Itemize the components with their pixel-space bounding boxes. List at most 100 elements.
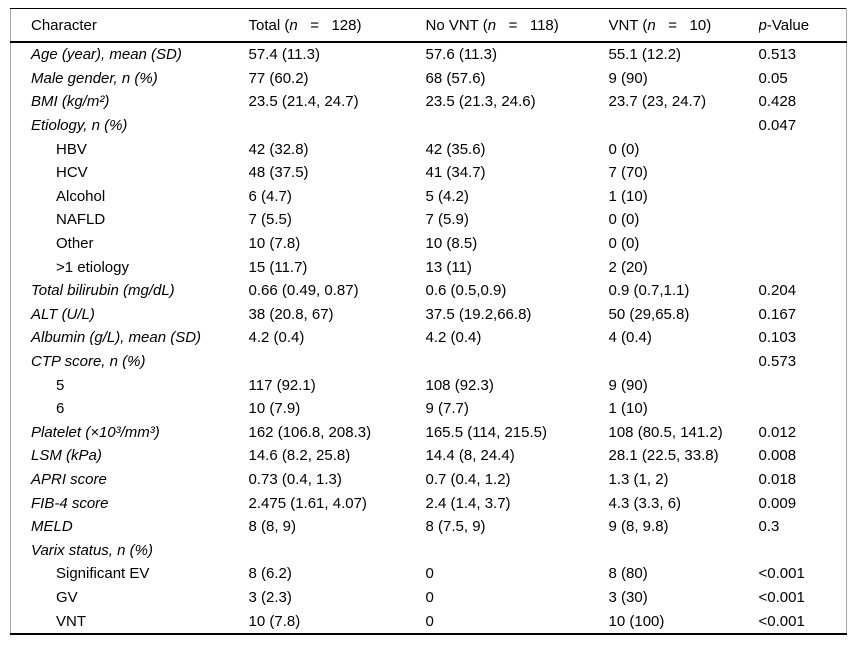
cell-no-vnt: 8 (7.5, 9)	[425, 518, 486, 536]
cell-no-vnt: 57.6 (11.3)	[425, 46, 497, 64]
cell-no-vnt: 7 (5.9)	[425, 211, 469, 229]
cell-no-vnt	[426, 350, 609, 374]
cell-no-vnt: 165.5 (114, 215.5)	[425, 423, 547, 441]
table-row: Age (year), mean (SD) 57.4 (11.3) 57.6 (…	[11, 42, 847, 67]
cell-character: Age (year), mean (SD)	[31, 46, 182, 64]
cell-total: 48 (37.5)	[248, 164, 309, 182]
cell-character: Alcohol	[56, 187, 106, 205]
cell-p-value: 0.103	[758, 329, 797, 347]
cell-character: MELD	[31, 518, 73, 536]
table-row: Albumin (g/L), mean (SD) 4.2 (0.4) 4.2 (…	[11, 326, 847, 350]
cell-total: 8 (8, 9)	[248, 518, 297, 536]
cell-vnt: 10 (100)	[608, 612, 665, 630]
cell-total: 38 (20.8, 67)	[248, 305, 334, 323]
cell-p-value	[759, 232, 847, 256]
cell-vnt: 28.1 (22.5, 33.8)	[608, 447, 719, 465]
cell-vnt: 9 (90)	[608, 69, 648, 87]
cell-no-vnt: 5 (4.2)	[425, 187, 469, 205]
table-row: HBV 42 (32.8) 42 (35.6) 0 (0)	[11, 137, 847, 161]
cell-p-value	[759, 373, 847, 397]
cell-p-value	[759, 397, 847, 421]
header-italic-text: n	[647, 16, 656, 34]
cell-character: Etiology, n (%)	[31, 117, 128, 135]
cell-p-value: 0.009	[758, 494, 797, 512]
cell-vnt: 3 (30)	[608, 588, 648, 606]
table-row: Male gender, n (%) 77 (60.2) 68 (57.6) 9…	[11, 67, 847, 91]
table-header: Character Total (n = 128) No VNT (n = 11…	[10, 8, 847, 43]
cell-no-vnt: 68 (57.6)	[425, 69, 486, 87]
table-row: Other 10 (7.8) 10 (8.5) 0 (0)	[11, 232, 847, 256]
cell-no-vnt: 41 (34.7)	[425, 164, 486, 182]
cell-p-value: 0.573	[758, 353, 797, 371]
cell-character: Male gender, n (%)	[31, 69, 158, 87]
table-row: CTP score, n (%) 0.573	[11, 350, 847, 374]
cell-total: 0.73 (0.4, 1.3)	[248, 470, 342, 488]
cell-p-value: 0.3	[758, 518, 780, 536]
cell-total: 10 (7.8)	[248, 612, 301, 630]
cell-vnt	[609, 114, 759, 138]
column-header-no-vnt: No VNT (n = 118)	[425, 8, 609, 43]
cell-no-vnt: 4.2 (0.4)	[425, 329, 482, 347]
cell-p-value: <0.001	[758, 588, 805, 606]
cell-character: Total bilirubin (mg/dL)	[31, 282, 175, 300]
cell-p-value	[759, 208, 847, 232]
cell-vnt: 55.1 (12.2)	[608, 46, 682, 64]
cell-total	[249, 350, 426, 374]
cell-vnt: 108 (80.5, 141.2)	[608, 423, 723, 441]
cell-vnt: 0 (0)	[608, 211, 640, 229]
cell-character: 5	[56, 376, 65, 394]
cell-vnt: 1 (10)	[608, 187, 648, 205]
cell-vnt: 0 (0)	[608, 235, 640, 253]
header-italic-text: n	[487, 16, 497, 34]
cell-total: 3 (2.3)	[248, 588, 292, 606]
cell-character: CTP score, n (%)	[31, 353, 146, 371]
header-text: -Value	[766, 16, 810, 34]
table-row: NAFLD 7 (5.5) 7 (5.9) 0 (0)	[11, 208, 847, 232]
cell-vnt: 4.3 (3.3, 6)	[608, 494, 682, 512]
table-row: LSM (kPa) 14.6 (8.2, 25.8) 14.4 (8, 24.4…	[11, 444, 847, 468]
table-row: Significant EV 8 (6.2) 0 8 (80) <0.001	[11, 562, 847, 586]
cell-vnt: 0.9 (0.7,1.1)	[608, 282, 690, 300]
cell-no-vnt: 0	[425, 612, 434, 630]
header-text: = 128)	[297, 16, 362, 34]
cell-no-vnt: 14.4 (8, 24.4)	[425, 447, 515, 465]
cell-vnt	[609, 350, 759, 374]
cell-character: HCV	[56, 164, 88, 182]
cell-character: Platelet (×10³/mm³)	[31, 423, 160, 441]
cell-character: LSM (kPa)	[31, 447, 102, 465]
cell-p-value: 0.018	[758, 470, 797, 488]
cell-character: BMI (kg/m²)	[31, 93, 110, 111]
header-text: = 118)	[496, 16, 559, 34]
column-header-character: Character	[10, 8, 249, 43]
cell-p-value	[759, 161, 847, 185]
table-row: HCV 48 (37.5) 41 (34.7) 7 (70)	[11, 161, 847, 185]
cell-vnt: 9 (90)	[608, 376, 648, 394]
cell-no-vnt: 0.6 (0.5,0.9)	[425, 282, 507, 300]
cell-p-value: 0.513	[758, 46, 797, 64]
cell-total: 0.66 (0.49, 0.87)	[248, 282, 359, 300]
cell-no-vnt: 13 (11)	[425, 258, 472, 276]
header-text: Character	[31, 16, 97, 34]
cell-character: ALT (U/L)	[31, 305, 95, 323]
header-text: No VNT (	[425, 16, 488, 34]
table-row: MELD 8 (8, 9) 8 (7.5, 9) 9 (8, 9.8) 0.3	[11, 515, 847, 539]
header-row: Character Total (n = 128) No VNT (n = 11…	[10, 8, 847, 43]
cell-character: Albumin (g/L), mean (SD)	[31, 329, 202, 347]
table-row: FIB-4 score 2.475 (1.61, 4.07) 2.4 (1.4,…	[11, 491, 847, 515]
cell-no-vnt	[426, 114, 609, 138]
cell-total: 57.4 (11.3)	[248, 46, 320, 64]
cell-vnt: 8 (80)	[608, 565, 648, 583]
cell-total: 4.2 (0.4)	[248, 329, 305, 347]
cell-no-vnt: 108 (92.3)	[425, 376, 494, 394]
table-row: Platelet (×10³/mm³) 162 (106.8, 208.3) 1…	[11, 421, 847, 445]
cell-character: Significant EV	[56, 565, 150, 583]
cell-vnt: 1.3 (1, 2)	[608, 470, 669, 488]
cell-vnt: 1 (10)	[608, 400, 648, 418]
cell-vnt: 50 (29,65.8)	[608, 305, 690, 323]
table-row: Varix status, n (%)	[11, 538, 847, 562]
table-row: 5 117 (92.1) 108 (92.3) 9 (90)	[11, 373, 847, 397]
cell-p-value	[759, 137, 847, 161]
cell-p-value: 0.05	[758, 69, 788, 87]
table-row: Total bilirubin (mg/dL) 0.66 (0.49, 0.87…	[11, 279, 847, 303]
cell-character: GV	[56, 588, 78, 606]
